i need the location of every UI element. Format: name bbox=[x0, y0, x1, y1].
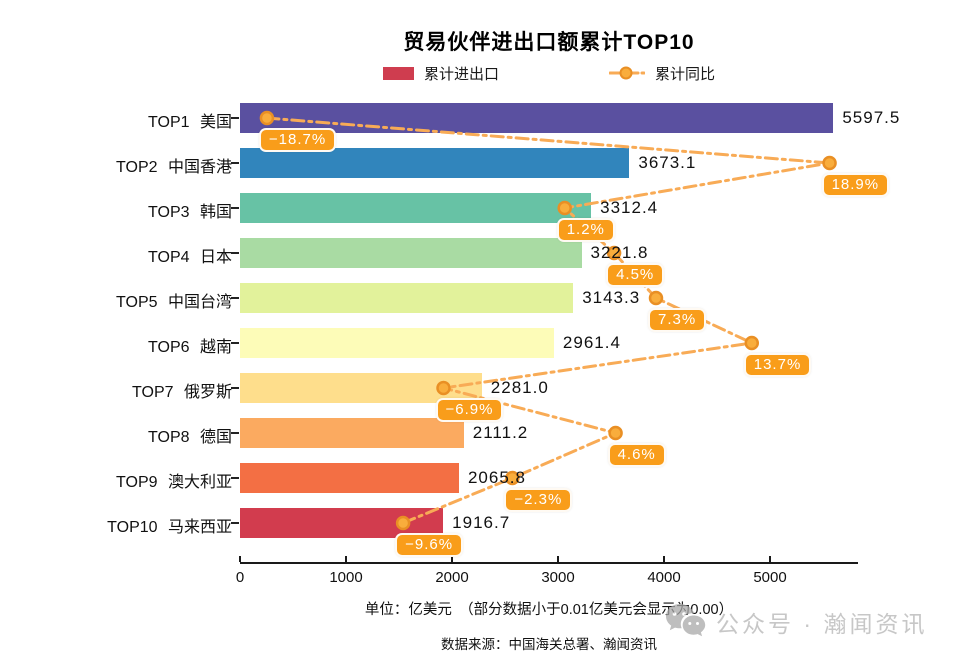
yoy-label: 7.3% bbox=[647, 308, 707, 332]
legend: 累计进出口 累计同比 bbox=[240, 62, 858, 84]
x-tick-label: 3000 bbox=[541, 569, 575, 586]
bar-value-label: 3221.8 bbox=[590, 243, 649, 262]
yoy-label: 1.2% bbox=[556, 218, 615, 242]
yoy-marker bbox=[822, 155, 837, 171]
bar-value-label: 2961.4 bbox=[562, 333, 621, 352]
x-tick-mark bbox=[557, 556, 559, 562]
unit-note: 单位：亿美元 （部分数据小于0.01亿美元会显示为0.00） bbox=[364, 602, 734, 618]
x-tick-mark bbox=[345, 556, 347, 562]
y-axis-label: TOP1 美国 bbox=[148, 114, 232, 131]
x-axis-line bbox=[240, 562, 858, 564]
legend-item-bar: 累计进出口 bbox=[382, 63, 499, 84]
bar bbox=[240, 418, 464, 448]
y-axis-label: TOP4 日本 bbox=[148, 249, 232, 266]
line-legend-label: 累计同比 bbox=[655, 65, 716, 83]
y-axis-label: TOP6 越南 bbox=[148, 339, 232, 356]
y-tick-mark bbox=[231, 252, 239, 254]
x-tick-label: 4000 bbox=[647, 569, 681, 586]
bar-value-label: 2065.8 bbox=[467, 468, 526, 487]
x-tick-label: 0 bbox=[235, 569, 245, 586]
x-tick-mark bbox=[663, 556, 665, 562]
y-tick-mark bbox=[231, 522, 239, 524]
y-axis-label: TOP5 中国台湾 bbox=[116, 294, 232, 311]
yoy-label: −2.3% bbox=[504, 488, 573, 512]
y-tick-mark bbox=[231, 297, 239, 299]
y-axis-label: TOP8 德国 bbox=[148, 429, 232, 446]
bar-legend-label: 累计进出口 bbox=[423, 65, 499, 83]
bar bbox=[240, 193, 592, 223]
chart-title: 贸易伙伴进出口额累计TOP10 bbox=[403, 31, 695, 54]
y-tick-mark bbox=[231, 387, 239, 389]
chat-bubbles-icon bbox=[666, 604, 706, 637]
yoy-label: 13.7% bbox=[743, 353, 812, 377]
y-axis-label: TOP2 中国香港 bbox=[116, 159, 232, 176]
bar bbox=[240, 328, 554, 358]
y-tick-mark bbox=[231, 117, 239, 119]
bar bbox=[240, 238, 582, 268]
x-tick-label: 1000 bbox=[329, 569, 363, 586]
yoy-label: 18.9% bbox=[821, 173, 890, 197]
x-tick-label: 2000 bbox=[435, 569, 469, 586]
watermark-text: 公众号 · 瀚闻资讯 bbox=[716, 611, 928, 637]
bar bbox=[240, 463, 459, 493]
y-tick-mark bbox=[231, 162, 239, 164]
bar-value-label: 3673.1 bbox=[638, 153, 697, 172]
y-axis-label: TOP7 俄罗斯 bbox=[132, 384, 232, 401]
bar-value-label: 2281.0 bbox=[490, 378, 549, 397]
x-tick-mark bbox=[769, 556, 772, 562]
yoy-label: −9.6% bbox=[395, 533, 464, 557]
y-tick-mark bbox=[231, 477, 239, 479]
y-axis-label: TOP9 澳大利亚 bbox=[116, 474, 232, 491]
yoy-marker bbox=[608, 425, 623, 441]
yoy-marker bbox=[744, 335, 760, 351]
y-axis-label: TOP10 马来西亚 bbox=[107, 519, 232, 536]
watermark: 公众号 · 瀚闻资讯 bbox=[664, 602, 927, 642]
y-axis-label: TOP3 韩国 bbox=[148, 204, 232, 221]
y-tick-mark bbox=[231, 432, 239, 434]
bar-value-label: 2111.2 bbox=[472, 423, 529, 442]
source-note: 数据来源：中国海关总署、瀚闻资讯 bbox=[441, 637, 657, 652]
yoy-label: 4.6% bbox=[607, 443, 666, 467]
bar-value-label: 3312.4 bbox=[600, 198, 659, 217]
y-tick-mark bbox=[231, 342, 239, 344]
yoy-label: 4.5% bbox=[606, 263, 665, 287]
legend-item-line: 累计同比 bbox=[609, 63, 715, 84]
bar bbox=[240, 283, 574, 313]
bar-value-label: 3143.3 bbox=[582, 288, 641, 307]
bar-value-label: 5597.5 bbox=[842, 108, 901, 127]
bar bbox=[240, 148, 630, 178]
yoy-label: −6.9% bbox=[435, 398, 504, 422]
yoy-marker bbox=[648, 290, 664, 306]
bar-value-label: 1916.7 bbox=[452, 513, 511, 532]
x-tick-label: 5000 bbox=[753, 569, 787, 586]
y-tick-mark bbox=[231, 207, 239, 209]
bar-legend-swatch bbox=[382, 66, 414, 80]
yoy-label: −18.7% bbox=[258, 128, 337, 152]
x-tick-mark bbox=[239, 556, 241, 562]
line-legend-icon bbox=[609, 66, 645, 80]
x-tick-mark bbox=[451, 556, 453, 562]
